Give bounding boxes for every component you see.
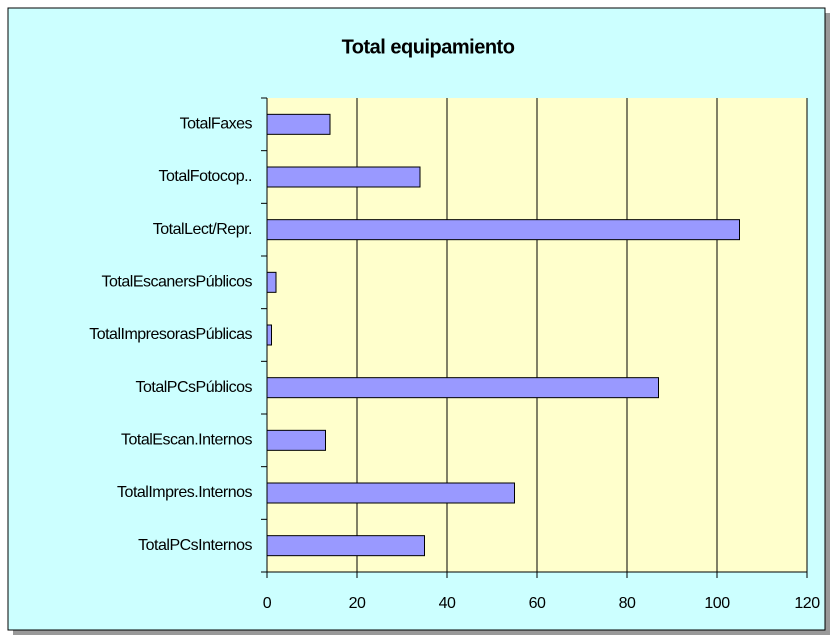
x-tick-label: 0	[263, 595, 272, 612]
bar	[266, 219, 740, 241]
bar	[266, 271, 277, 293]
y-tick-label: TotalFotocop..	[159, 168, 253, 185]
x-tick-label: 120	[794, 595, 820, 612]
bar	[266, 113, 331, 135]
x-tick-label: 40	[439, 595, 456, 612]
x-tick-label: 20	[349, 595, 366, 612]
y-tick-label: TotalPCsPúblicos	[136, 379, 253, 396]
bar	[266, 324, 272, 346]
y-tick-label: TotalEscan.Internos	[121, 432, 253, 449]
y-tick-label: TotalImpres.Internos	[117, 484, 252, 501]
y-tick-label: TotalPCsInternos	[138, 537, 252, 554]
bar	[266, 377, 659, 399]
y-tick-label: TotalEscanersPúblicos	[102, 274, 253, 291]
y-tick-label: TotalLect/Repr.	[153, 221, 252, 238]
bar	[266, 482, 515, 504]
y-tick-label: TotalImpresorasPúblicas	[89, 326, 252, 343]
chart-title: Total equipamiento	[342, 36, 515, 58]
bar	[266, 535, 425, 557]
x-tick-label: 100	[704, 595, 730, 612]
y-tick-label: TotalFaxes	[180, 116, 253, 133]
bar	[266, 429, 326, 451]
x-tick-label: 80	[619, 595, 636, 612]
bar	[266, 166, 421, 188]
x-tick-label: 60	[529, 595, 546, 612]
